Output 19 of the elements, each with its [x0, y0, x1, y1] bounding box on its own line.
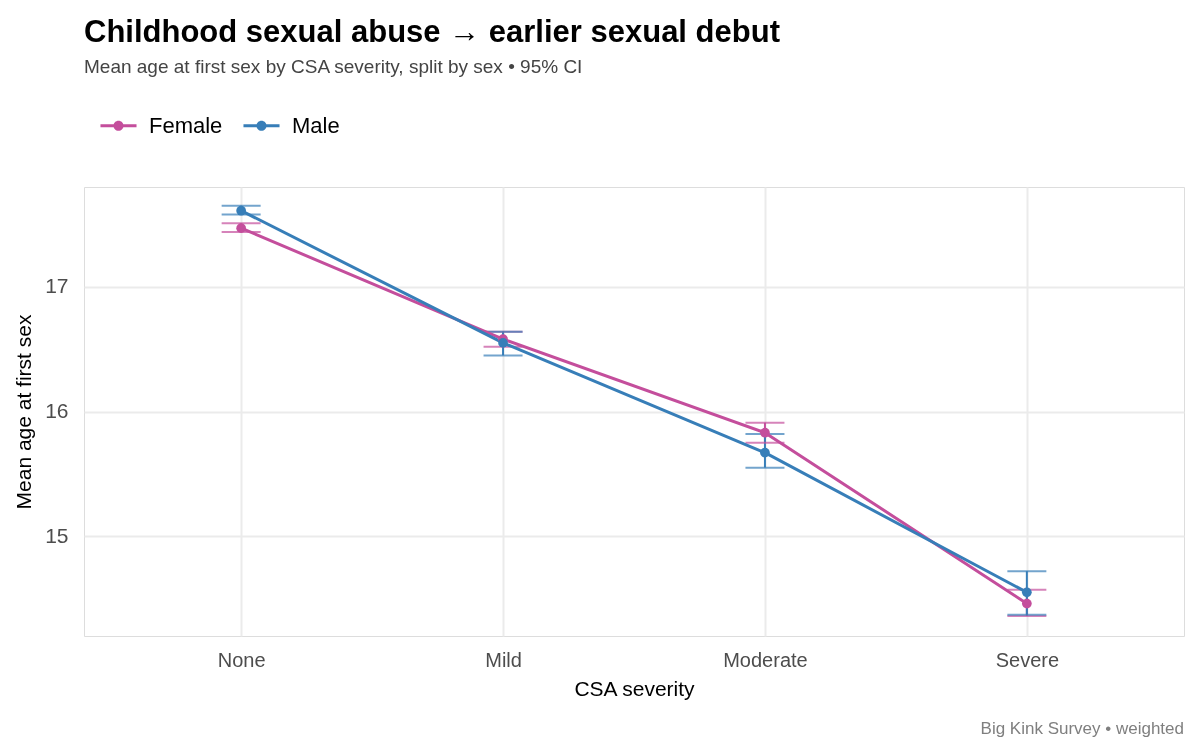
x-tick-label: Moderate	[723, 648, 808, 671]
y-tick-label: 17	[45, 274, 69, 298]
x-axis-title: CSA severity	[574, 676, 696, 700]
chart-title: Childhood sexual abuse → earlier sexual debut	[84, 14, 780, 49]
x-tick-label: None	[217, 648, 266, 671]
x-tick-label: Mild	[485, 648, 522, 671]
x-tick-label: Severe	[995, 648, 1060, 671]
point	[760, 447, 770, 458]
point	[498, 338, 508, 348]
point	[1021, 598, 1032, 609]
legend-label: Female	[149, 112, 223, 138]
text: Big Kink Survey • weighted	[980, 719, 1184, 738]
legend-label: Male	[292, 112, 340, 138]
y-axis-title: Mean age at first sex	[12, 314, 36, 510]
point	[760, 427, 770, 438]
point	[1021, 587, 1032, 598]
chart-subtitle: Mean age at first sex by CSA severity, split by sex • 95% CI	[84, 56, 583, 77]
y-tick-label: 16	[45, 399, 69, 422]
y-tick-label: 15	[45, 523, 69, 547]
